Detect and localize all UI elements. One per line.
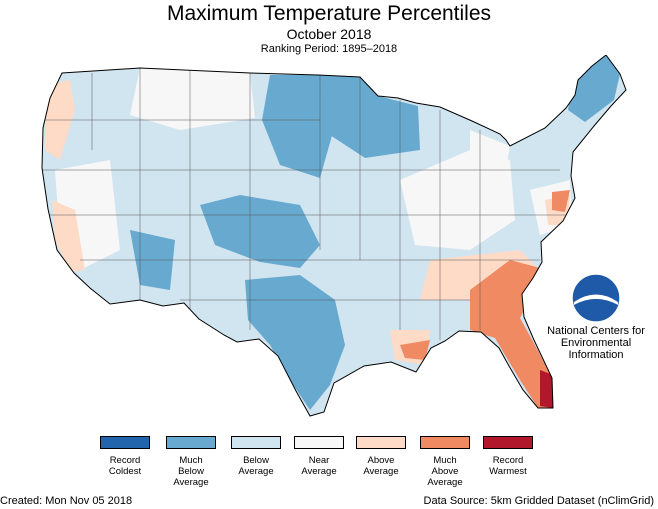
legend-swatch [483,436,533,449]
legend-swatch [166,436,216,449]
legend-item-much-below-average: Much Below Average [166,436,216,488]
legend-item-near-average: Near Average [294,436,344,477]
legend-swatch [420,436,470,449]
map-subtitle: October 2018 [286,26,372,42]
legend-item-much-above-average: Much Above Average [420,436,470,488]
ranking-period: Ranking Period: 1895–2018 [260,43,398,55]
legend-label: Record Coldest [108,455,142,477]
data-source: Data Source: 5km Gridded Dataset (nClimG… [423,495,654,507]
legend-label: Above Average [363,455,399,477]
map-title: Maximum Temperature Percentiles [166,2,492,25]
legend-label: Record Warmest [489,455,527,477]
legend-item-below-average: Below Average [231,436,281,477]
created-date: Created: Mon Nov 05 2018 [0,495,133,507]
legend-label: Much Below Average [173,455,209,488]
legend-label: Below Average [238,455,274,477]
map-legend: Record Coldest Much Below Average Below … [100,436,548,496]
us-percentile-map [41,55,627,417]
legend-item-record-coldest: Record Coldest [100,436,150,477]
agency-name: National Centers for Environmental Infor… [547,325,645,361]
legend-item-record-warmest: Record Warmest [483,436,533,477]
legend-swatch [231,436,281,449]
noaa-logo [571,273,621,323]
legend-swatch [356,436,406,449]
legend-swatch [294,436,344,449]
legend-item-above-average: Above Average [356,436,406,477]
legend-label: Near Average [301,455,337,477]
legend-label: Much Above Average [427,455,463,488]
legend-swatch [100,436,150,449]
